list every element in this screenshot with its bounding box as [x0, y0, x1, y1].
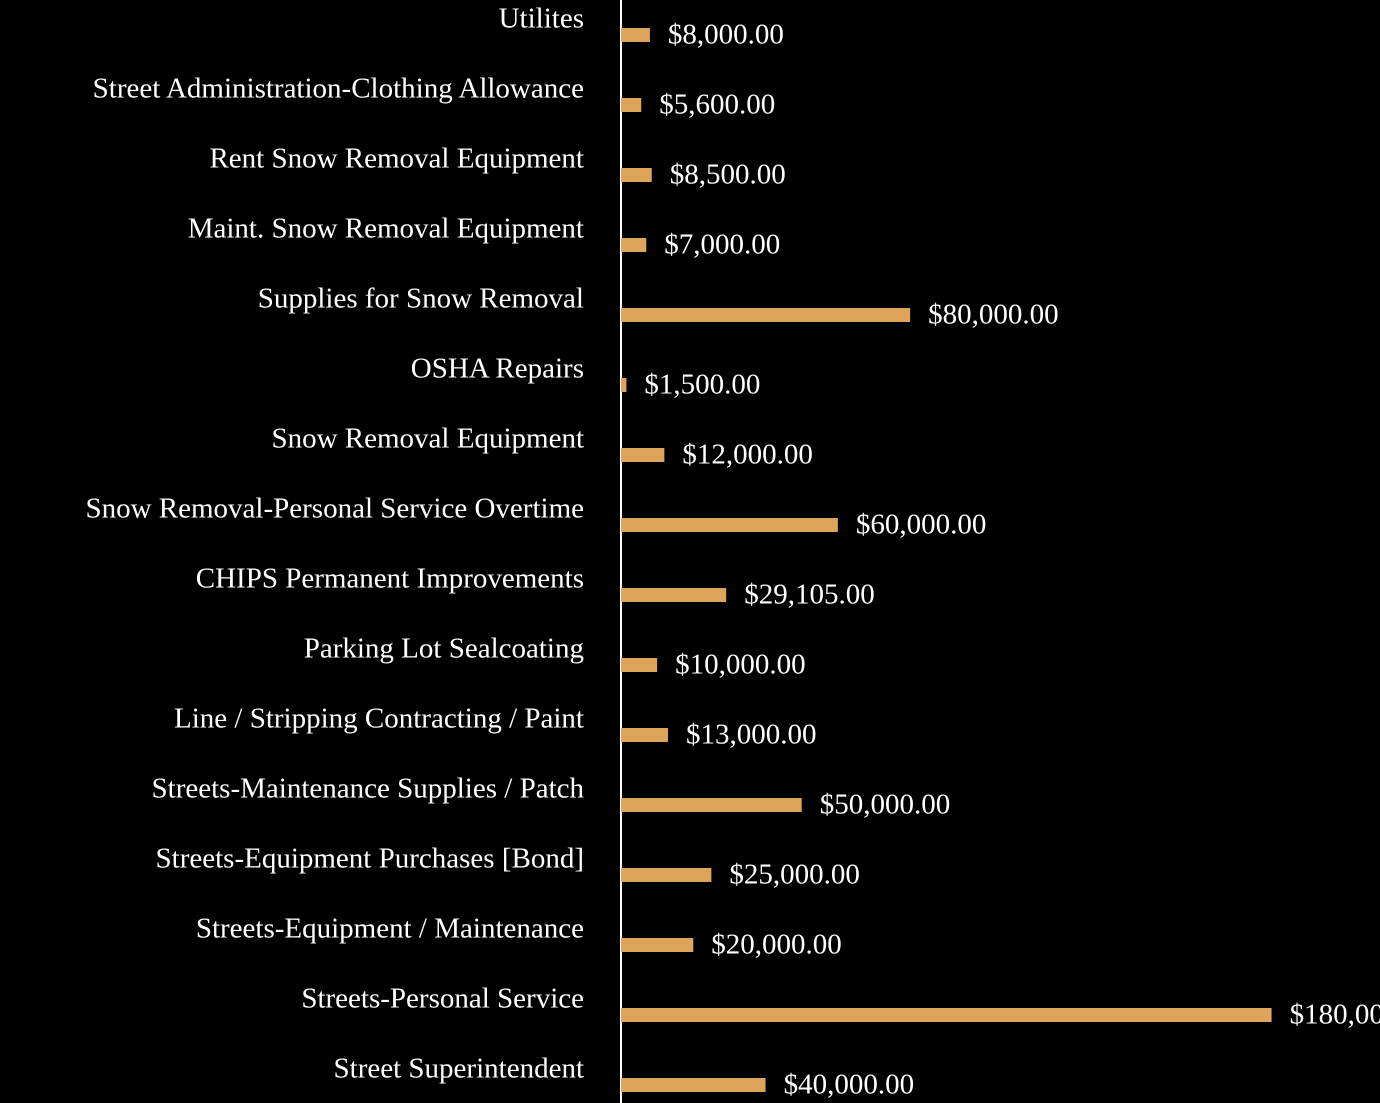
category-label: Streets-Equipment Purchases [Bond] — [156, 843, 584, 875]
category-label: Streets-Equipment / Maintenance — [196, 913, 584, 945]
value-label: $25,000.00 — [729, 859, 860, 891]
value-label: $80,000.00 — [928, 299, 1058, 331]
value-label: $40,000.00 — [784, 1069, 915, 1101]
category-label: Street Superintendent — [334, 1053, 584, 1085]
value-label: $20,000.00 — [711, 929, 842, 961]
bar — [621, 1078, 766, 1092]
bar — [621, 798, 802, 812]
value-label: $10,000.00 — [675, 649, 806, 681]
category-label: OSHA Repairs — [411, 353, 584, 385]
value-label: $13,000.00 — [686, 719, 817, 751]
bar — [621, 378, 627, 392]
category-label: Line / Stripping Contracting / Paint — [174, 703, 584, 735]
bar — [621, 238, 647, 252]
bar — [621, 448, 665, 462]
category-label: Snow Removal Equipment — [271, 423, 584, 455]
category-label: Streets-Maintenance Supplies / Patch — [152, 773, 585, 805]
value-label: $12,000.00 — [682, 439, 813, 471]
category-label: Maint. Snow Removal Equipment — [188, 213, 584, 245]
value-label: $8,500.00 — [670, 159, 786, 191]
bar — [621, 28, 650, 42]
value-label: $5,600.00 — [659, 89, 775, 121]
category-label: CHIPS Permanent Improvements — [196, 563, 584, 595]
bar — [621, 168, 652, 182]
bar — [621, 1008, 1272, 1022]
bar — [621, 938, 694, 952]
category-label: Snow Removal-Personal Service Overtime — [85, 493, 584, 525]
value-label: $180,000.00 — [1290, 999, 1380, 1031]
bar — [621, 308, 911, 322]
bar — [621, 518, 838, 532]
category-label: Utilites — [499, 3, 584, 35]
category-label: Parking Lot Sealcoating — [304, 633, 584, 665]
value-label: $7,000.00 — [664, 229, 780, 261]
category-label: Streets-Personal Service — [301, 983, 584, 1015]
value-label: $50,000.00 — [820, 789, 951, 821]
value-label: $60,000.00 — [856, 509, 987, 541]
category-label: Rent Snow Removal Equipment — [209, 143, 584, 175]
value-label: $29,105.00 — [744, 579, 875, 611]
bar — [621, 658, 658, 672]
bar — [621, 728, 668, 742]
bar — [621, 868, 712, 882]
bar — [621, 98, 642, 112]
category-label: Supplies for Snow Removal — [258, 283, 584, 315]
value-label: $1,500.00 — [644, 369, 760, 401]
category-label: Street Administration-Clothing Allowance — [93, 73, 584, 105]
bar — [621, 588, 727, 602]
value-label: $8,000.00 — [668, 19, 784, 51]
